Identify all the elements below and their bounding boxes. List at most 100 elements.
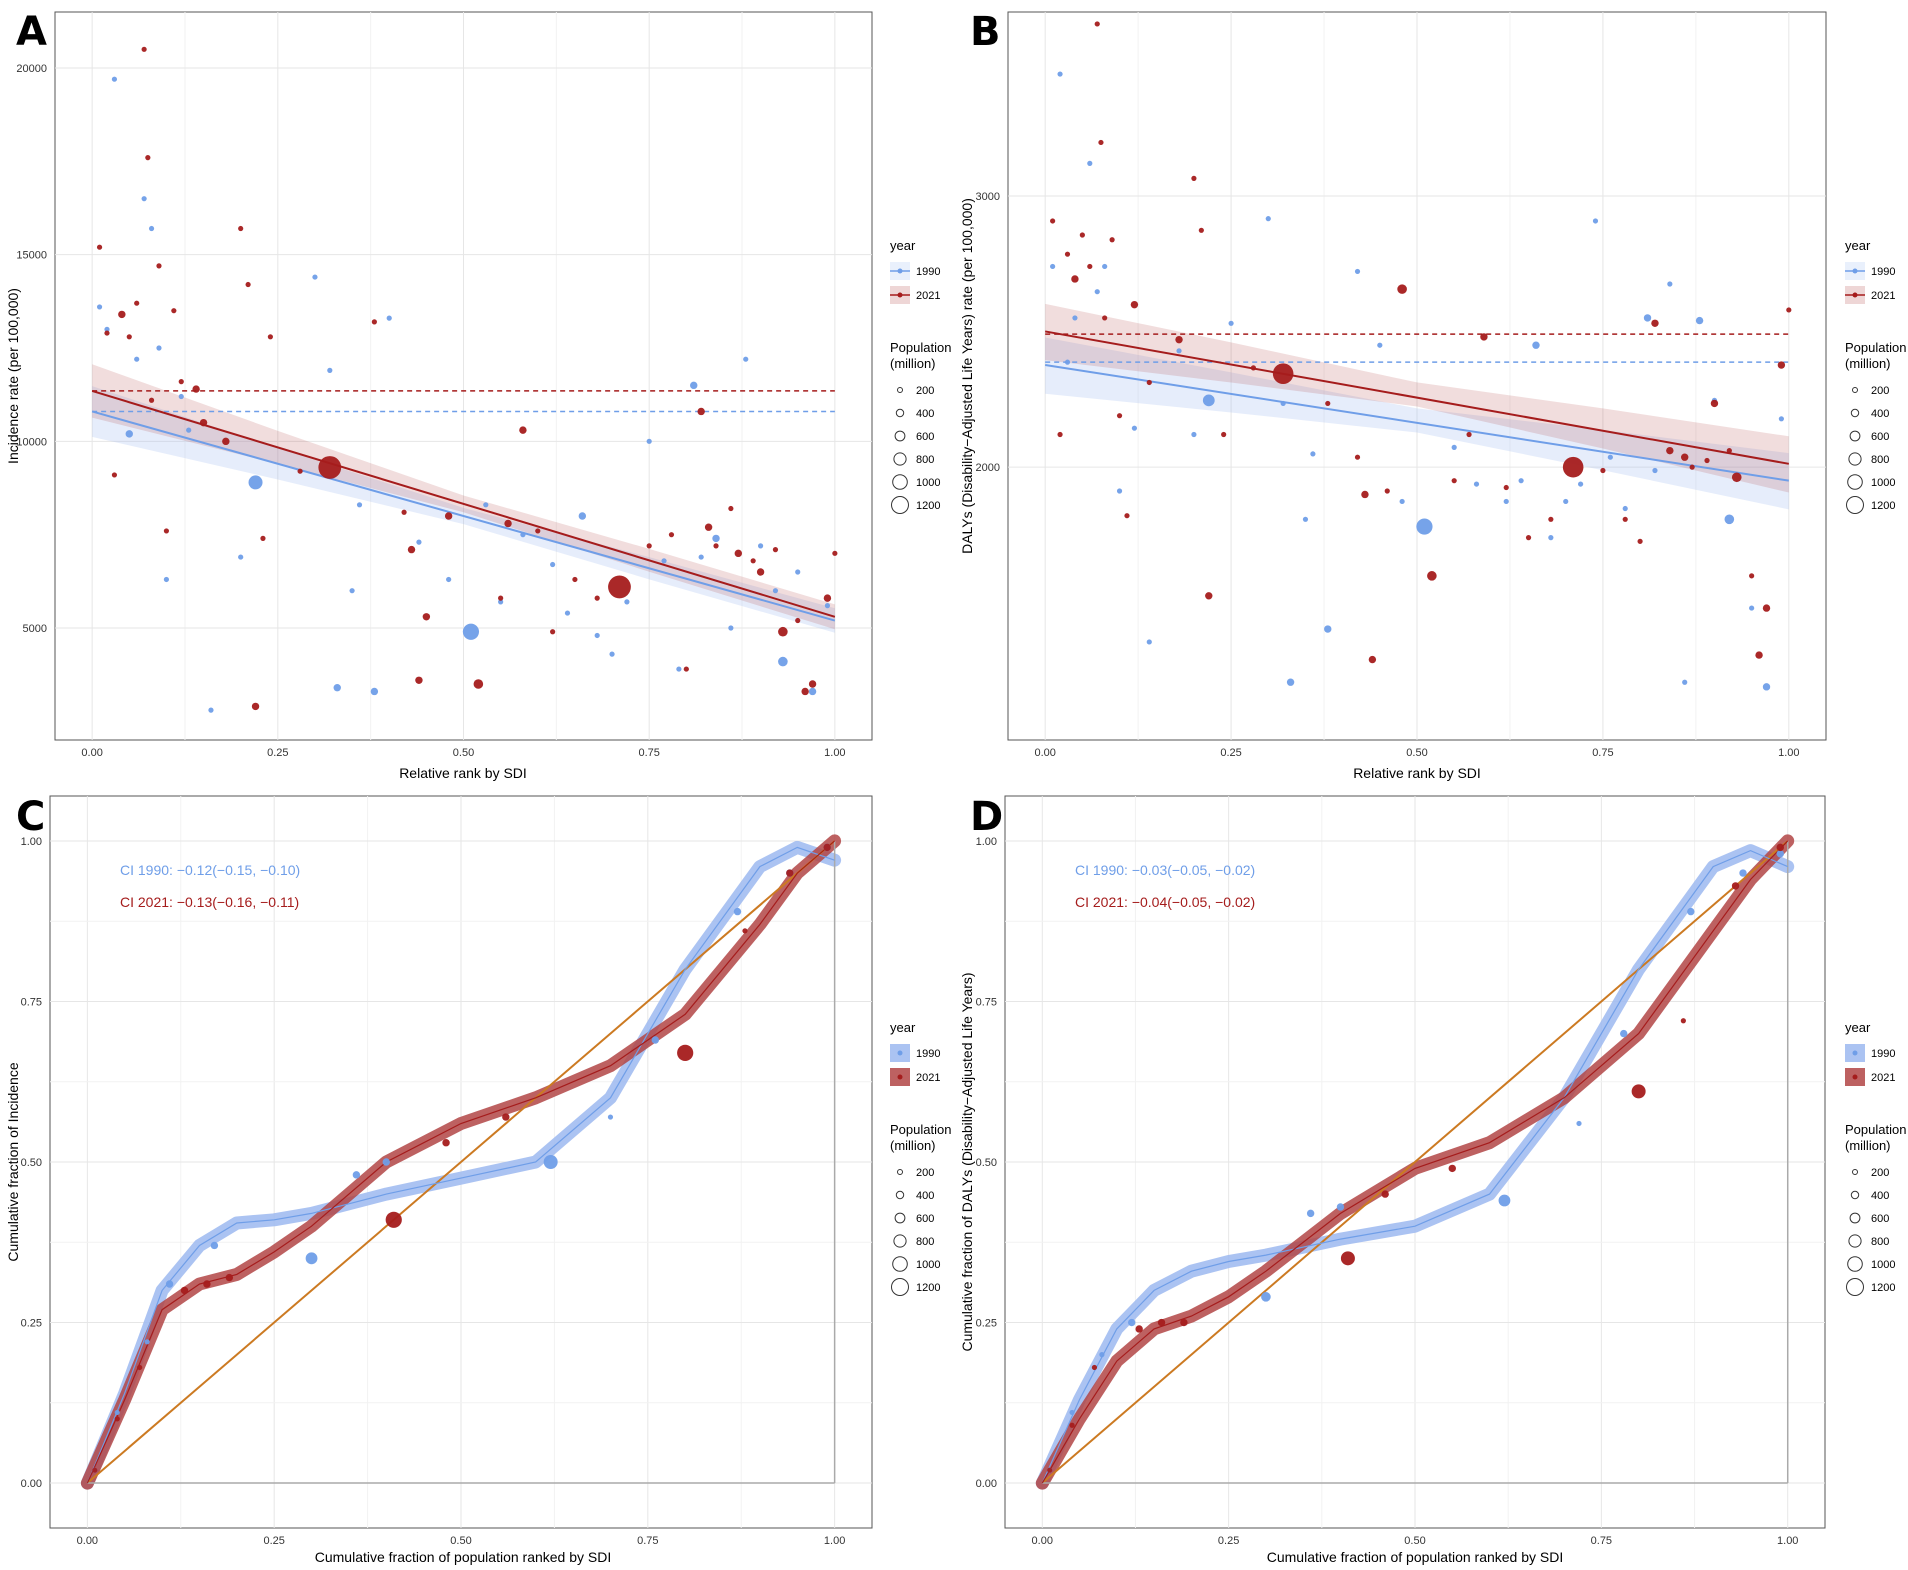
point-2021-b: [1666, 446, 1674, 455]
point-2021-a: [141, 46, 147, 52]
point-2021-b: [1325, 400, 1331, 407]
y-tick-label-b: 2000: [976, 462, 1000, 474]
point-2021-d: [1680, 1018, 1686, 1024]
legend-year-title-a: year: [890, 238, 916, 253]
point-1990-a: [111, 76, 118, 82]
point-2021-a: [704, 523, 713, 531]
point-1990-b: [1622, 505, 1628, 512]
legend-c: year 1990 2021 Population(million) 200 400 600…: [890, 1020, 951, 1296]
equality-line-d: [1041, 840, 1789, 1484]
x-tick-label-b: 1.00: [1778, 747, 1799, 759]
point-2021-a: [422, 613, 431, 621]
legend-pop-label-800-a: 800: [916, 454, 934, 466]
point-1990-a: [462, 623, 480, 640]
point-2021-a: [192, 385, 200, 393]
point-1990-c: [651, 1036, 659, 1044]
legend-year-label-2021-c: 2021: [916, 1072, 940, 1084]
point-2021-c: [114, 1416, 120, 1422]
point-2021-b: [1250, 365, 1256, 371]
legend-pop-label-200-a: 200: [916, 385, 934, 397]
point-1990-b: [1228, 320, 1234, 326]
x-tick-label-a: 1.00: [824, 747, 845, 759]
point-2021-b: [1146, 379, 1152, 386]
x-tick-label-a: 0.25: [267, 747, 288, 759]
point-1990-d: [1099, 1352, 1105, 1358]
x-tick-label-b: 0.25: [1220, 747, 1241, 759]
point-1990-b: [1202, 394, 1215, 407]
x-tick-label-d: 1.00: [1777, 1535, 1798, 1547]
point-2021-c: [823, 843, 831, 852]
point-1990-a: [520, 532, 526, 538]
legend-pop-label-1000-c: 1000: [916, 1259, 940, 1271]
concentration-curve-1990-c: [86, 846, 835, 1484]
point-1990-a: [564, 610, 571, 616]
point-1990-c: [382, 1158, 390, 1166]
point-1990-b: [1724, 514, 1735, 525]
legend-pop-circle-800-c: [893, 1234, 907, 1248]
point-1990-b: [1191, 431, 1197, 438]
legend-pop-label-400-a: 400: [916, 408, 934, 420]
point-2021-a: [96, 244, 103, 250]
point-2021-a: [171, 308, 177, 314]
point-2021-a: [407, 545, 416, 554]
y-tick-label-c: 0.75: [21, 996, 42, 1008]
point-1990-a: [125, 430, 133, 438]
point-2021-a: [832, 550, 838, 556]
point-1990-d: [1498, 1194, 1511, 1207]
x-ticks-d: 0.00 0.25 0.50 0.75 1.00: [1032, 1535, 1799, 1547]
point-1990-d: [1336, 1203, 1345, 1211]
point-1990-a: [676, 666, 682, 672]
point-1990-a: [690, 381, 698, 390]
legend-pop-title-c: Population: [890, 1122, 951, 1137]
point-1990-b: [1072, 315, 1078, 321]
point-2021-b: [1175, 335, 1183, 344]
panel-letter-a: A: [16, 9, 47, 55]
point-1990-b: [1310, 451, 1316, 457]
point-2021-b: [1109, 237, 1115, 243]
x-tick-label-c: 1.00: [824, 1535, 845, 1547]
point-1990-b: [1503, 498, 1509, 505]
x-tick-label-a: 0.75: [638, 747, 659, 759]
y-tick-label-d: 0.50: [976, 1157, 997, 1169]
x-axis-title-a: Relative rank by SDI: [399, 765, 527, 781]
point-2021-a: [734, 549, 743, 558]
point-1990-b: [1302, 516, 1309, 522]
legend-pop-title-b: Population: [1845, 340, 1906, 355]
ci-band-2021-a: [92, 364, 835, 630]
point-1990-b: [1176, 348, 1182, 354]
point-2021-a: [750, 558, 756, 564]
point-1990-a: [186, 427, 192, 433]
legend-pop-label-400-b: 400: [1871, 408, 1889, 420]
point-1990-c: [607, 1114, 614, 1120]
point-2021-d: [1731, 882, 1740, 890]
legend-pop-label-1200-b: 1200: [1871, 500, 1895, 512]
point-2021-a: [415, 676, 423, 684]
point-2021-a: [498, 595, 504, 601]
point-2021-a: [473, 679, 484, 689]
point-1990-d: [1776, 850, 1784, 858]
x-tick-label-a: 0.00: [81, 747, 102, 759]
point-1990-a: [772, 588, 779, 594]
point-2021-c: [180, 1286, 189, 1295]
legend-pop-label-600-d: 600: [1871, 1213, 1889, 1225]
point-1990-a: [327, 367, 333, 373]
point-1990-a: [238, 554, 244, 560]
y-tick-label-b: 3000: [976, 191, 1000, 203]
point-2021-a: [572, 576, 578, 583]
y-axis-title-d: Cumulative fraction of DALYs (Disability…: [959, 972, 975, 1351]
point-1990-b: [1354, 268, 1361, 275]
ci-1990-c: CI 1990: −0.12(−0.15, −0.10): [120, 862, 300, 878]
point-2021-b: [1681, 453, 1689, 461]
point-2021-b: [1272, 363, 1294, 384]
point-2021-a: [297, 468, 303, 474]
point-2021-d: [1180, 1318, 1188, 1327]
y-axis-title-b: DALYs (Disability−Adjusted Life Years) r…: [959, 198, 975, 554]
lines-b: [1045, 330, 1789, 482]
point-2021-b: [1094, 21, 1100, 27]
point-1990-b: [1518, 478, 1524, 484]
point-2021-a: [134, 300, 140, 306]
point-2021-d: [1381, 1190, 1389, 1198]
point-2021-b: [1397, 284, 1407, 294]
point-2021-a: [104, 330, 110, 336]
